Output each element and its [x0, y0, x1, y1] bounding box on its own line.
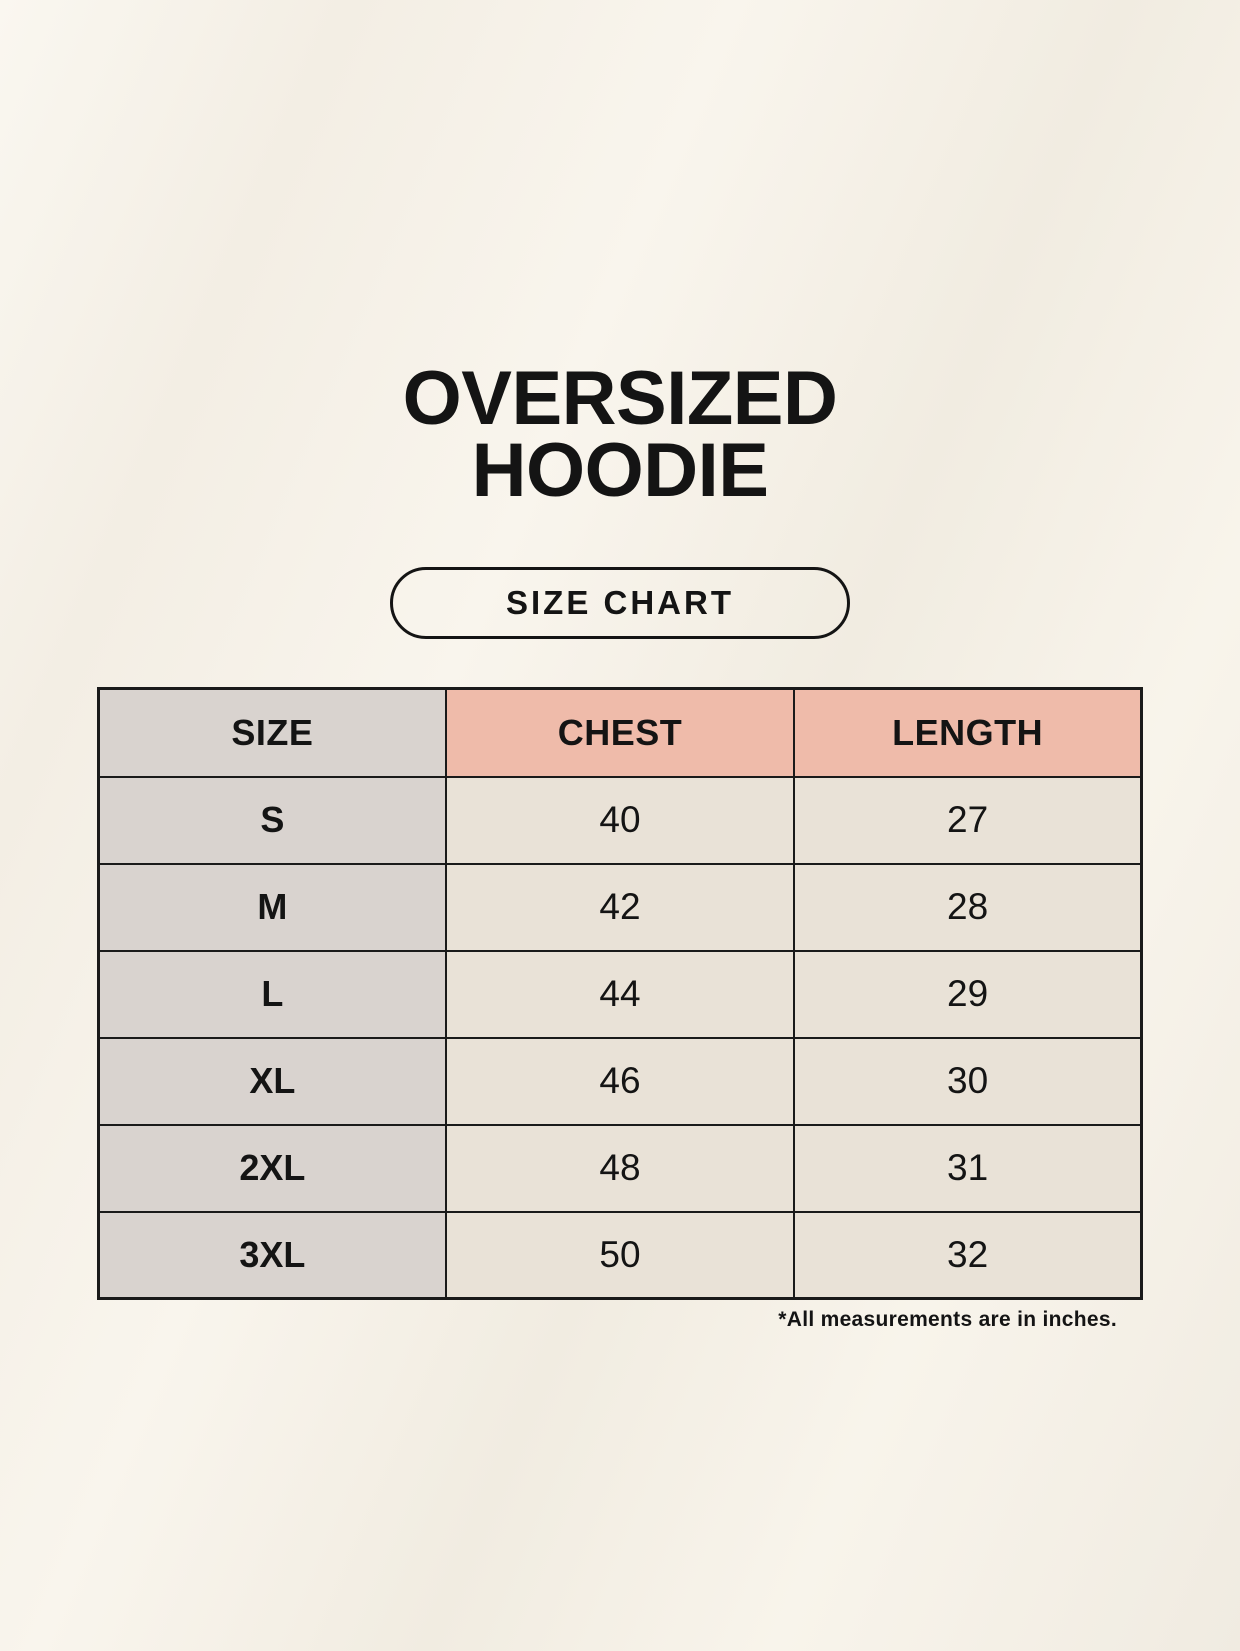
column-header-length: LENGTH — [793, 687, 1143, 778]
chest-value-cell: 40 — [444, 775, 796, 865]
length-value-cell: 29 — [793, 949, 1143, 1039]
title-line-1: OVERSIZED — [402, 355, 838, 441]
length-value-cell: 31 — [793, 1123, 1143, 1213]
column-header-size: SIZE — [97, 687, 447, 778]
length-value-cell: 27 — [793, 775, 1143, 865]
chest-value-cell: 50 — [444, 1210, 796, 1300]
size-label-cell: L — [97, 949, 447, 1039]
chest-value-cell: 42 — [444, 862, 796, 952]
size-label-cell: 3XL — [97, 1210, 447, 1300]
size-chart-badge-label: SIZE CHART — [506, 584, 734, 622]
page-content: OVERSIZED HOODIE SIZE CHART SIZE CHEST L… — [97, 51, 1143, 1332]
table-row: L 44 29 — [97, 949, 1143, 1039]
table-row: M 42 28 — [97, 862, 1143, 952]
size-label-cell: XL — [97, 1036, 447, 1126]
table-row: 2XL 48 31 — [97, 1123, 1143, 1213]
size-table-body: S 40 27 M 42 28 L 44 29 XL 46 30 2XL 48 — [97, 775, 1143, 1300]
size-table: SIZE CHEST LENGTH S 40 27 M 42 28 L 44 2… — [97, 687, 1143, 1301]
size-chart-badge[interactable]: SIZE CHART — [390, 567, 850, 640]
size-label-cell: 2XL — [97, 1123, 447, 1213]
column-header-chest: CHEST — [444, 687, 796, 778]
size-table-header: SIZE CHEST LENGTH — [97, 687, 1143, 778]
length-value-cell: 30 — [793, 1036, 1143, 1126]
chest-value-cell: 44 — [444, 949, 796, 1039]
chest-value-cell: 48 — [444, 1123, 796, 1213]
title-line-2: HOODIE — [471, 428, 769, 514]
chest-value-cell: 46 — [444, 1036, 796, 1126]
table-row: S 40 27 — [97, 775, 1143, 865]
size-label-cell: M — [97, 862, 447, 952]
length-value-cell: 28 — [793, 862, 1143, 952]
size-label-cell: S — [97, 775, 447, 865]
table-row: XL 46 30 — [97, 1036, 1143, 1126]
header-row: SIZE CHEST LENGTH — [97, 687, 1143, 778]
page-title: OVERSIZED HOODIE — [97, 51, 1143, 514]
measurement-footnote: *All measurements are in inches. — [778, 1308, 1117, 1332]
table-row: 3XL 50 32 — [97, 1210, 1143, 1300]
length-value-cell: 32 — [793, 1210, 1143, 1300]
